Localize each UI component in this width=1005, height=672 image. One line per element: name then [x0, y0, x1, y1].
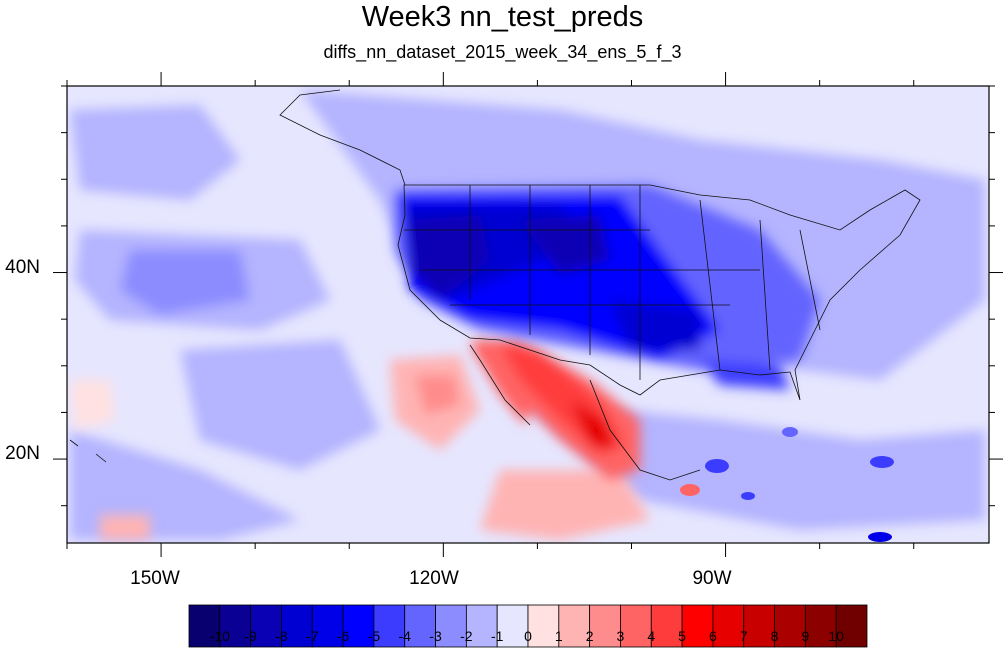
- chart-subtitle: diffs_nn_dataset_2015_week_34_ens_5_f_3: [323, 42, 682, 62]
- lat-tick-label-20n: 20N: [5, 443, 40, 464]
- lon-tick-label-120w: 120W: [409, 568, 459, 589]
- colorbar-tick-label: -9: [244, 628, 257, 644]
- colorbar-tick-label: 5: [678, 628, 686, 644]
- colorbar-tick-label: 7: [739, 628, 748, 644]
- colorbar-swatch: [589, 604, 621, 648]
- colorbar-tick-label: -4: [398, 628, 411, 644]
- colorbar-swatch: [250, 604, 282, 648]
- colorbar-swatch: [835, 604, 868, 648]
- colorbar-swatch: [188, 604, 221, 648]
- colorbar-tick-label: -7: [306, 628, 319, 644]
- colorbar-swatch: [650, 604, 683, 648]
- colorbar-tick-label: 9: [801, 628, 810, 644]
- colorbar-tick-label: 10: [828, 628, 844, 644]
- colorbar-swatch: [281, 604, 313, 648]
- colorbar-swatch: [774, 604, 806, 648]
- coastlines-borders: [69, 89, 921, 481]
- colorbar-swatch: [558, 604, 591, 648]
- colorbar-swatch: [743, 604, 775, 648]
- colorbar-tick-label: 4: [647, 628, 656, 644]
- colorbar-tick-label: -8: [275, 628, 288, 644]
- colorbar-swatch: [219, 604, 252, 648]
- colorbar-swatch: [465, 604, 498, 648]
- colorbar-swatch: [311, 604, 344, 648]
- colorbar-tick-label: 0: [524, 628, 532, 644]
- colorbar-swatch: [681, 604, 714, 648]
- small-anomaly-spots: [680, 427, 894, 542]
- colorbar-swatch: [496, 604, 529, 648]
- colorbar-tick-label: -5: [367, 628, 381, 644]
- warm-patches: [70, 355, 650, 540]
- map-frame: [66, 85, 990, 544]
- lon-tick-label-150w: 150W: [130, 568, 180, 589]
- colorbar-tick-label: 3: [616, 628, 625, 644]
- chart-title: Week3 nn_test_preds: [361, 1, 644, 33]
- map-panel: [53, 72, 1003, 557]
- lat-tick-label-40n: 40N: [5, 257, 40, 278]
- colorbar-tick-label: -3: [429, 628, 442, 644]
- colorbar-tick-label: 1: [554, 628, 563, 644]
- colorbar-swatch: [373, 604, 406, 648]
- colorbar-tick-label: 6: [709, 628, 717, 644]
- colorbar-swatch: [435, 604, 467, 648]
- colorbar-tick-label: 2: [585, 628, 594, 644]
- colorbar-tick-label: -1: [490, 628, 504, 644]
- colorbar-swatch: [804, 604, 837, 648]
- colorbar-tick-label: -10: [209, 628, 230, 644]
- colorbar-tick-label: 8: [770, 628, 779, 644]
- lon-tick-label-90w: 90W: [692, 568, 732, 589]
- colorbar: [188, 604, 868, 648]
- colorbar-tick-label: -2: [460, 628, 473, 644]
- colorbar-tick-label: -6: [336, 628, 350, 644]
- mexico-warm-anomaly: [470, 340, 640, 480]
